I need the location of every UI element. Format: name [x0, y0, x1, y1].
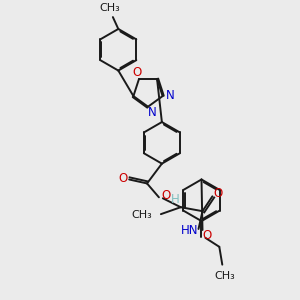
Text: HN: HN [181, 224, 198, 238]
Text: N: N [148, 106, 156, 119]
Text: CH₃: CH₃ [100, 3, 120, 13]
Text: O: O [203, 230, 212, 242]
Text: O: O [214, 187, 223, 200]
Text: H: H [171, 193, 180, 206]
Text: O: O [118, 172, 128, 185]
Text: CH₃: CH₃ [214, 271, 235, 281]
Text: CH₃: CH₃ [131, 210, 152, 220]
Text: O: O [161, 189, 170, 202]
Text: N: N [166, 88, 175, 102]
Text: O: O [132, 67, 142, 80]
